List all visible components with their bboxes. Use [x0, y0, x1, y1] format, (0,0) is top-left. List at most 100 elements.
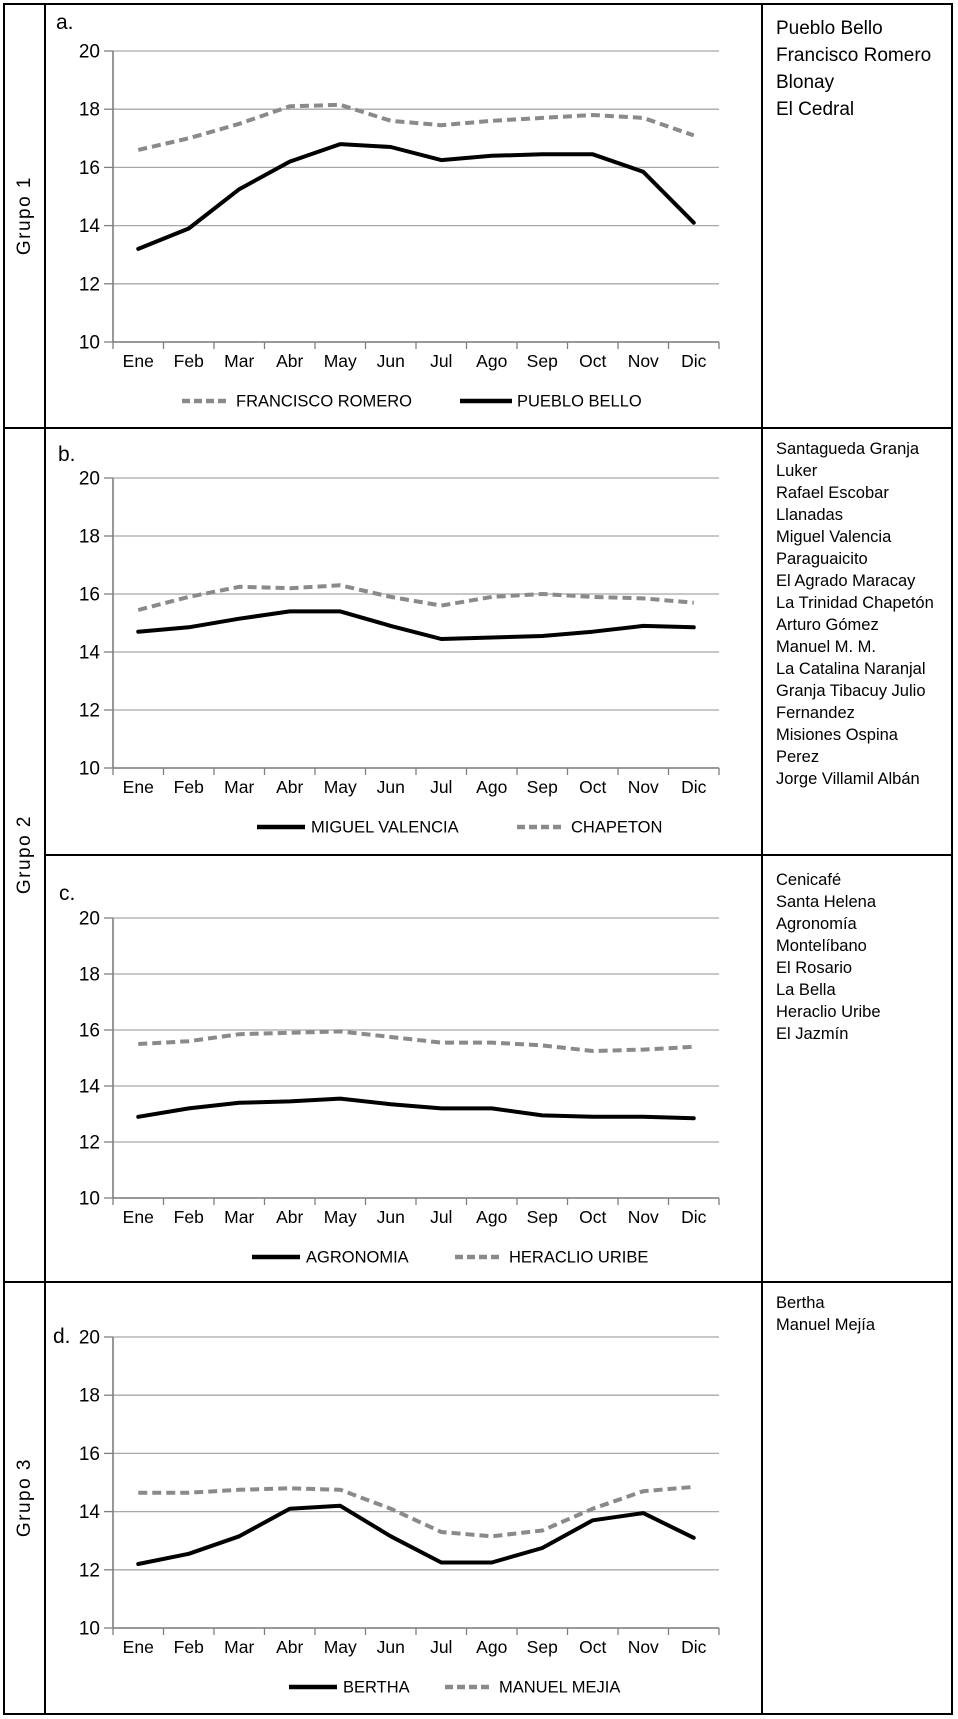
- gridlines: [104, 50, 719, 343]
- svg-text:MIGUEL VALENCIA: MIGUEL VALENCIA: [311, 819, 459, 837]
- station-name: Llanadas: [776, 506, 843, 524]
- chart-a-svg: 10 12 14 16 18 20 Ene Feb Mar Abr May Jun Jul Ago Sep O…: [56, 11, 720, 411]
- station-name: Cenicafé: [776, 871, 842, 889]
- station-name: Manuel M. M.: [776, 638, 876, 656]
- x-axis-labels: Ene Feb Mar Abr May Jun Jul Ago Sep Oct Nov Dic: [123, 351, 707, 371]
- svg-text:Mar: Mar: [224, 1637, 254, 1657]
- legend-item: BERTHA: [289, 1679, 410, 1697]
- y-axis-labels: 10 12 14 16 18 20: [79, 42, 101, 354]
- station-list-c: Cenicafé Santa Helena Agronomía Montelíbano…: [763, 856, 951, 1283]
- svg-text:Feb: Feb: [174, 1207, 204, 1227]
- series-francisco-romero: [137, 102, 695, 152]
- svg-text:Sep: Sep: [527, 1637, 558, 1657]
- station-name: Manuel Mejía: [776, 1316, 876, 1334]
- gridlines: [104, 477, 719, 769]
- legend-item: MANUEL MEJIA: [445, 1679, 620, 1697]
- svg-text:16: 16: [79, 1021, 100, 1042]
- svg-text:Ago: Ago: [476, 351, 507, 371]
- series-chapeton: [137, 583, 694, 612]
- svg-text:14: 14: [79, 216, 101, 237]
- chart-panel-d: 10 12 14 16 18 20 Ene Feb Mar Abr May Jun Jul Ago Sep O…: [46, 1283, 763, 1713]
- group-2-label: Grupo 2: [13, 815, 35, 895]
- station-name: Francisco Romero: [776, 45, 932, 66]
- svg-text:20: 20: [79, 469, 100, 490]
- svg-text:Oct: Oct: [579, 1637, 606, 1657]
- svg-text:Sep: Sep: [527, 777, 558, 797]
- svg-text:Nov: Nov: [628, 351, 659, 371]
- station-name: Perez: [776, 748, 820, 766]
- group-cell-1: Grupo 1: [5, 5, 46, 429]
- x-axis-labels: Ene Feb Mar Abr May Jun Jul Ago Sep Oct Nov Dic: [123, 777, 707, 797]
- station-name: Miguel Valencia: [776, 528, 892, 546]
- svg-text:Nov: Nov: [628, 777, 659, 797]
- svg-text:May: May: [324, 777, 357, 797]
- chart-panel-b: 10 12 14 16 18 20 Ene Feb Mar Abr May Jun Jul Ago Sep O…: [46, 429, 763, 856]
- svg-text:Jul: Jul: [430, 1207, 452, 1227]
- y-axis-labels: 10 12 14 16 18 20: [79, 469, 101, 780]
- svg-text:AGRONOMIA: AGRONOMIA: [306, 1249, 409, 1267]
- legend-item: MIGUEL VALENCIA: [257, 819, 459, 837]
- legend-item: AGRONOMIA: [252, 1249, 409, 1267]
- svg-text:Feb: Feb: [174, 777, 204, 797]
- svg-text:CHAPETON: CHAPETON: [571, 819, 662, 837]
- svg-text:12: 12: [79, 1133, 100, 1154]
- group-cell-3: Grupo 3: [5, 1283, 46, 1713]
- svg-text:14: 14: [79, 1077, 101, 1098]
- svg-text:Abr: Abr: [276, 1207, 303, 1227]
- station-name: La Bella: [776, 981, 836, 999]
- station-name: Rafael Escobar: [776, 484, 889, 502]
- legend-d: BERTHA MANUEL MEJIA: [289, 1679, 620, 1697]
- svg-text:Feb: Feb: [174, 351, 204, 371]
- station-name: Arturo Gómez: [776, 616, 879, 634]
- station-list-b: Santagueda Granja Luker Rafael Escobar Llan…: [763, 429, 951, 856]
- svg-text:Dic: Dic: [681, 1207, 707, 1227]
- station-name: Luker: [776, 462, 818, 480]
- svg-text:Ago: Ago: [476, 1637, 507, 1657]
- station-name: Pueblo Bello: [776, 18, 883, 39]
- svg-text:Ene: Ene: [123, 351, 154, 371]
- svg-text:Feb: Feb: [174, 1637, 204, 1657]
- svg-text:BERTHA: BERTHA: [343, 1679, 410, 1697]
- svg-text:May: May: [324, 351, 357, 371]
- svg-text:MANUEL MEJIA: MANUEL MEJIA: [499, 1679, 620, 1697]
- chart-b-svg: 10 12 14 16 18 20 Ene Feb Mar Abr May Jun Jul Ago Sep O…: [58, 443, 720, 837]
- climate-groups-figure: Grupo 1 Grupo 2 Grupo 3 10 12 14 16 18 20 Ene F…: [3, 3, 953, 1715]
- gridlines: [104, 1336, 719, 1629]
- svg-text:Dic: Dic: [681, 1637, 707, 1657]
- svg-text:10: 10: [79, 1619, 100, 1640]
- svg-text:12: 12: [79, 1560, 100, 1581]
- station-name: El Jazmín: [776, 1025, 849, 1043]
- svg-text:Ene: Ene: [123, 777, 154, 797]
- svg-text:14: 14: [79, 1502, 101, 1523]
- station-name: Misiones Ospina: [776, 726, 898, 744]
- series-pueblo-bello: [136, 142, 696, 251]
- svg-text:Jul: Jul: [430, 351, 452, 371]
- svg-text:10: 10: [79, 1189, 100, 1210]
- station-name: Agronomía: [776, 915, 857, 933]
- svg-text:18: 18: [79, 965, 100, 986]
- svg-text:14: 14: [79, 643, 101, 664]
- svg-text:18: 18: [79, 100, 100, 121]
- axes: [112, 51, 720, 349]
- station-name: La Trinidad Chapetón: [776, 594, 934, 612]
- svg-text:Mar: Mar: [224, 777, 254, 797]
- series-heraclio-uribe: [138, 1029, 694, 1053]
- station-name: Granja Tibacuy Julio: [776, 682, 926, 700]
- panel-label-a: a.: [56, 11, 74, 34]
- svg-text:Abr: Abr: [276, 777, 303, 797]
- panel-label-c: c.: [59, 882, 75, 905]
- gridlines: [104, 917, 719, 1199]
- svg-text:12: 12: [79, 274, 100, 295]
- station-name: Bertha: [776, 1294, 825, 1312]
- svg-text:May: May: [324, 1207, 357, 1227]
- group-3-label: Grupo 3: [13, 1458, 35, 1538]
- svg-text:Nov: Nov: [628, 1637, 659, 1657]
- legend-c: AGRONOMIA HERACLIO URIBE: [252, 1249, 648, 1267]
- axes: [112, 918, 720, 1205]
- series-miguel-valencia: [136, 609, 696, 641]
- svg-text:Ago: Ago: [476, 1207, 507, 1227]
- station-name: La Catalina Naranjal: [776, 660, 926, 678]
- svg-text:Ago: Ago: [476, 777, 507, 797]
- chart-panel-a: 10 12 14 16 18 20 Ene Feb Mar Abr May Jun Jul Ago Sep O…: [46, 5, 763, 429]
- svg-text:Dic: Dic: [681, 351, 707, 371]
